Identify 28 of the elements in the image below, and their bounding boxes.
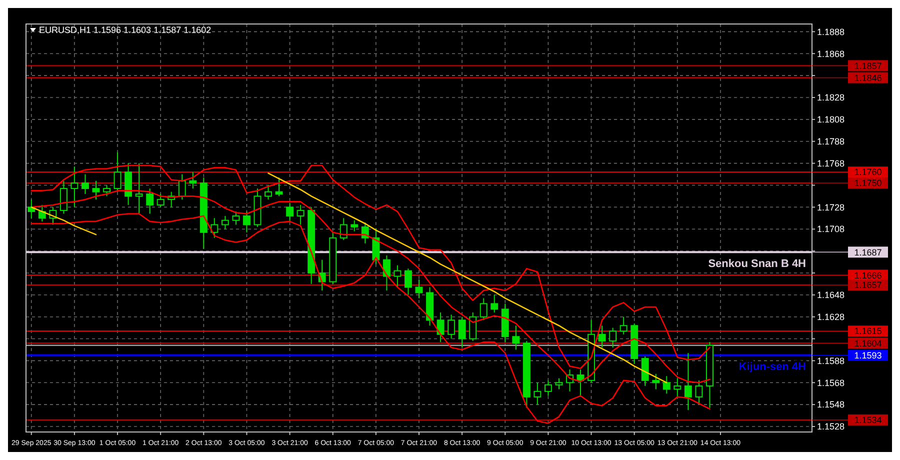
ref-line-label: 1.1615 [854,326,882,336]
y-tick-label: 1.1788 [817,136,845,147]
ref-line-label: 1.1760 [854,167,882,178]
y-tick-label: 1.1888 [817,26,845,37]
y-tick-label: 1.1628 [817,312,845,322]
ref-line-label: 1.1657 [854,280,882,290]
y-tick-label: 1.1548 [817,400,845,410]
annotation: Senkou Snan B 4H [708,258,806,270]
y-tick-label: 1.1808 [817,114,845,125]
ref-line-label: 1.1593 [854,350,882,360]
y-tick-label: 1.1528 [817,422,845,432]
ref-line-label: 1.1604 [854,338,882,348]
y-tick-label: 1.1768 [817,158,845,168]
y-tick-label: 1.1828 [817,92,845,103]
ref-line-label: 1.1687 [854,247,882,258]
y-tick-label: 1.1708 [817,224,845,234]
ref-line-label: 1.1846 [854,72,882,83]
chart-title: EURUSD,H1 1.1596 1.1603 1.1587 1.1602 [39,25,212,35]
y-tick-label: 1.1648 [817,290,845,300]
ref-line-label: 1.1857 [854,60,882,71]
y-tick-label: 1.1588 [817,356,845,366]
y-tick-label: 1.1728 [817,202,845,212]
y-tick-label: 1.1568 [817,378,845,388]
ref-line-label: 1.1750 [854,178,882,188]
ref-line-label: 1.1534 [854,415,882,426]
annotation: Kijun-sen 4H [738,361,806,374]
y-tick-label: 1.1868 [817,48,845,59]
ref-line-label: 1.1666 [854,270,882,280]
